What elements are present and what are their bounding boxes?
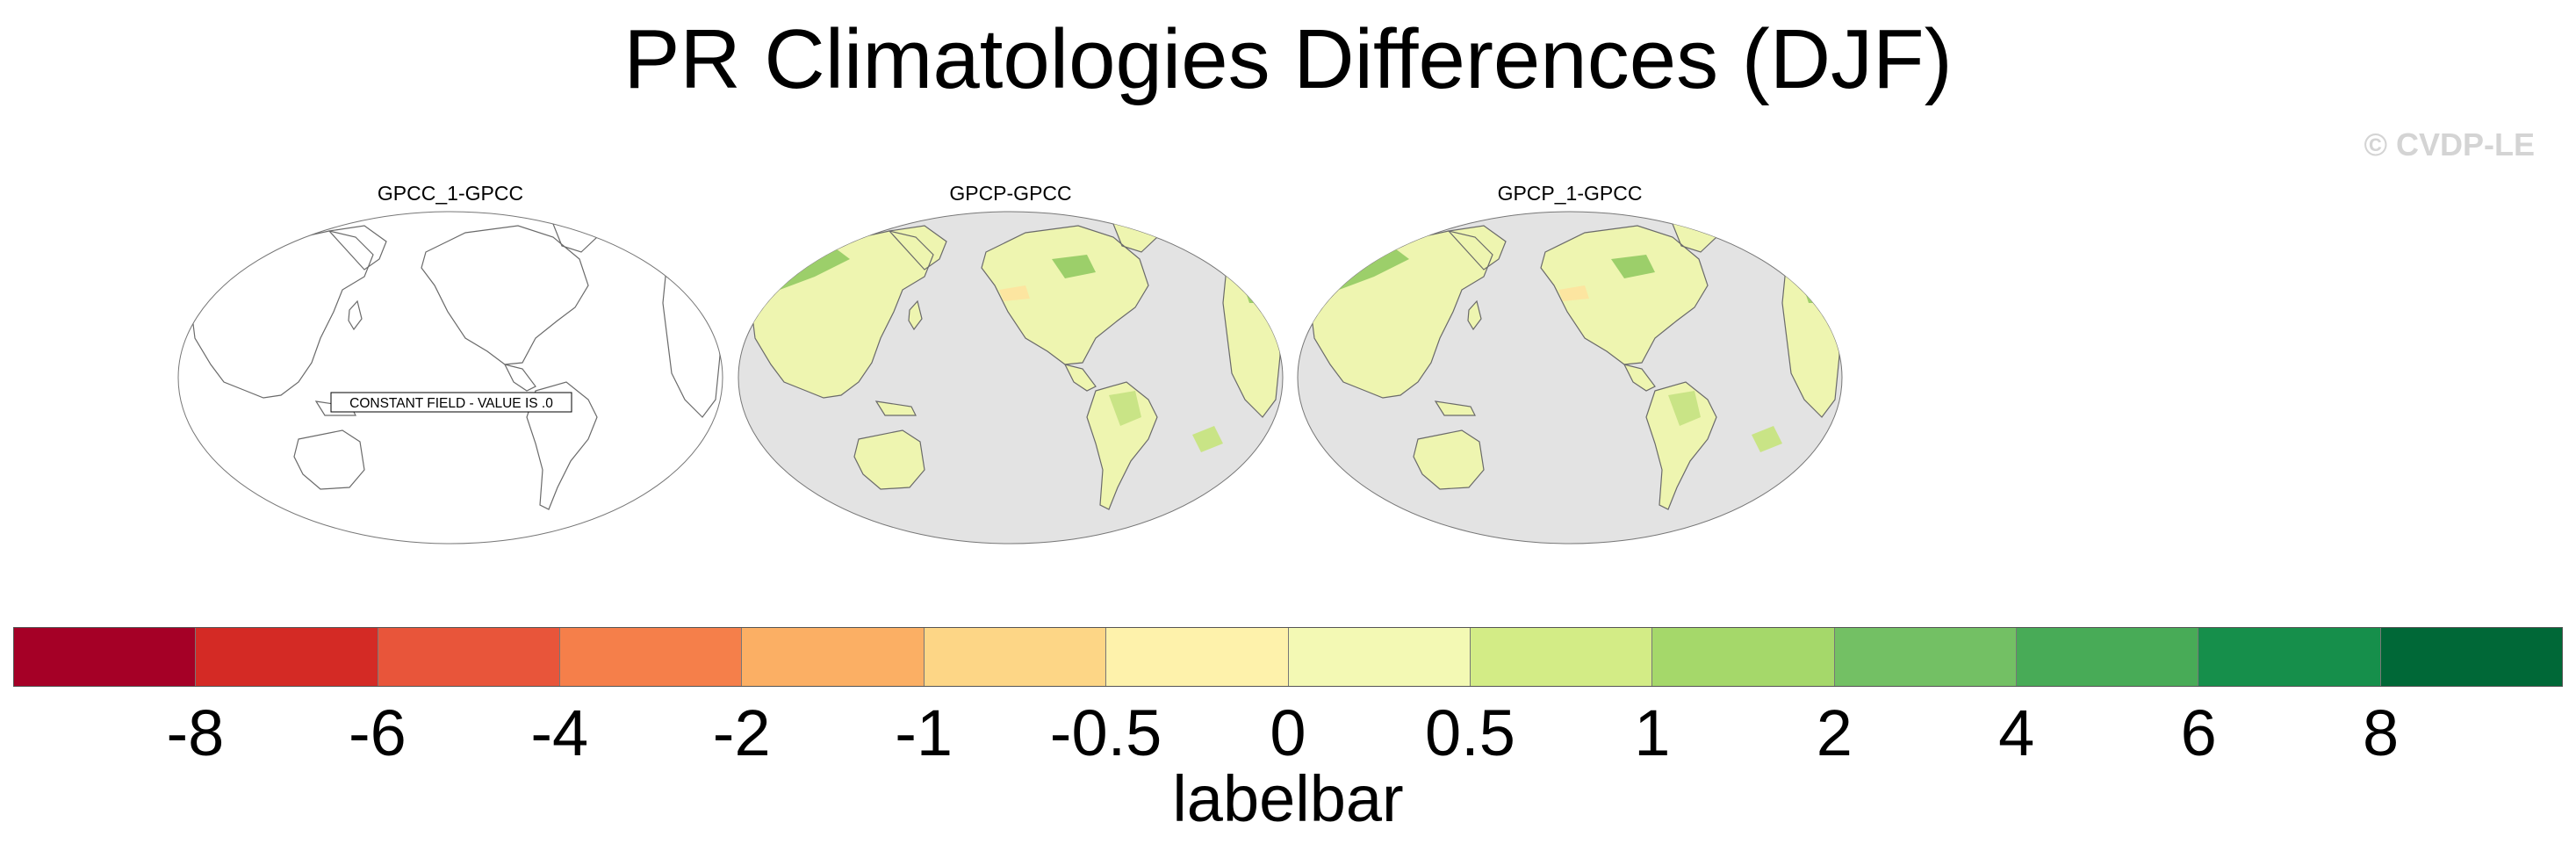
land-region [1541,226,1708,364]
land-region [876,401,916,415]
coastlines [751,219,1281,510]
coastline [1623,364,1656,392]
colorbar-tick-label: 0.5 [1424,696,1515,769]
colorbar-tick-label: -6 [348,696,407,769]
panel-title: GPCP_1-GPCC [1497,182,1643,205]
panel-title: GPCP-GPCC [949,182,1072,205]
colorbar-swatch [1470,628,1653,686]
land-region [982,226,1148,364]
coastline [1645,381,1717,510]
colorbar-tick-label: -0.5 [1049,696,1162,769]
coastline [853,429,925,490]
colorbar-swatch [2016,628,2199,686]
precip-anomaly-region [1611,255,1655,278]
map-plot: CONSTANT FIELD - VALUE IS .0 [177,211,723,544]
coastline [981,225,1149,365]
coastline [1540,225,1709,365]
coastline [421,225,589,365]
precip-anomaly-region [1192,426,1223,452]
colorbar-tick-label: -8 [166,696,225,769]
colorbar-swatch [924,628,1107,686]
colorbar-swatch [1834,628,2017,686]
coastline [526,381,598,510]
constant-field-box [330,392,572,413]
coastline [888,225,947,270]
colorbar-tick-label: 8 [2362,696,2400,769]
land-region [1436,401,1475,415]
colorbar-swatch [1288,628,1471,686]
precip-anomaly-region [1109,391,1141,426]
colorbar-tick-label: -2 [712,696,771,769]
coastline [1447,225,1507,270]
colorbar-tick-label: 6 [2180,696,2217,769]
coastline [1413,429,1485,490]
colorbar-tick-label: 2 [1816,696,1853,769]
land-region [854,430,925,489]
page-title: PR Climatologies Differences (DJF) [623,12,1953,106]
coastline [503,364,536,392]
colorbar-tick-label: -1 [895,696,953,769]
colorbar-tick-label: 0 [1270,696,1306,769]
colorbar-ticks: -8 -6 -4 -2 -1 -0.5 0 0.5 1 2 4 6 8 [13,694,2563,773]
coastline [1467,299,1482,331]
land-region [909,301,922,329]
coastline [908,299,923,331]
coastline [1434,400,1476,416]
colorbar-tick-label: -4 [530,696,589,769]
precip-anomaly-region [999,285,1030,301]
land-region [1624,364,1655,391]
constant-field-label: CONSTANT FIELD - VALUE IS .0 [349,396,553,411]
colorbar-label: labelbar [1172,762,1404,835]
colorbar-swatch [560,628,743,686]
map-plot [1297,211,1843,544]
map-panel-gpcp1-gpcc: GPCP_1-GPCC [1295,180,1845,549]
coastlines [191,219,721,510]
coastline [1063,364,1097,392]
colorbar-tick-label: 4 [1998,696,2035,769]
colorbar-swatch [196,628,378,686]
map-plot [738,211,1284,544]
colorbar-swatch [2380,628,2563,686]
land-region [1468,301,1481,329]
colorbar-tick-label: 1 [1634,696,1671,769]
coastline [348,299,363,331]
colorbar-swatch [742,628,925,686]
colorbar-swatch [2198,628,2381,686]
precip-anomaly-region [1052,255,1096,278]
precip-anomaly-region [1668,391,1701,426]
land-fill [1311,220,1839,509]
colorbar [13,627,2563,687]
land-region [1414,430,1484,489]
panel-title: GPCC_1-GPCC [377,182,524,205]
map-panel-gpcc1-gpcc: GPCC_1-GPCC CONSTANT FIELD - VALUE IS .0 [176,180,725,549]
watermark: © CVDP-LE [2364,126,2535,162]
coastline [327,225,387,270]
coastline [293,429,365,490]
land-region [1065,364,1096,391]
colorbar-swatch [1106,628,1289,686]
colorbar-swatch [14,628,197,686]
precip-anomaly-region [1752,426,1782,452]
coastline [874,400,917,416]
precip-anomaly-region [1558,285,1589,301]
map-background [177,211,723,544]
colorbar-swatch [1652,628,1835,686]
colorbar-swatch [378,628,561,686]
map-panel-gpcp-gpcc: GPCP-GPCC [736,180,1285,549]
coastline [1086,381,1158,510]
